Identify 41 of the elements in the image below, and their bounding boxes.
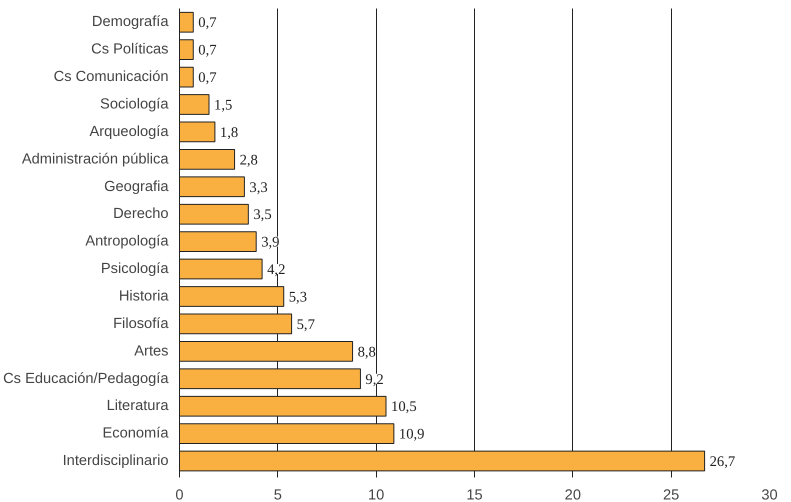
x-tick-label: 30 bbox=[761, 488, 778, 502]
data-label: 5,3 bbox=[288, 289, 308, 306]
y-tick-label: Antropología bbox=[85, 234, 170, 250]
data-label: 8,8 bbox=[358, 344, 376, 360]
y-tick-label: Cs Educación/Pedagogía bbox=[3, 370, 170, 387]
x-tick-label: 5 bbox=[274, 488, 282, 502]
data-label: 26,7 bbox=[710, 454, 736, 470]
y-tick-label: Historia bbox=[118, 288, 170, 304]
y-tick-label: Psicología bbox=[100, 261, 170, 278]
y-tick-label: Geografia bbox=[104, 178, 170, 195]
x-tick-label: 10 bbox=[368, 488, 384, 502]
y-tick-label: Sociología bbox=[100, 96, 170, 112]
data-label: 9,2 bbox=[365, 372, 384, 388]
data-label: 0,7 bbox=[198, 42, 217, 59]
y-tick-label: Derecho bbox=[113, 206, 169, 222]
y-tick-label: Administración pública bbox=[22, 151, 170, 168]
data-label: 3,3 bbox=[249, 180, 268, 196]
y-tick-label: Literatura bbox=[106, 398, 170, 414]
y-tick-label: Cs Políticas bbox=[91, 42, 168, 58]
x-tick-label: 15 bbox=[466, 488, 483, 502]
y-tick-label: Interdisciplinario bbox=[62, 453, 169, 470]
y-tick-label: Arqueología bbox=[89, 124, 170, 140]
data-label: 3,9 bbox=[261, 234, 280, 251]
y-tick-label: Artes bbox=[134, 343, 169, 360]
data-label: 4,2 bbox=[267, 262, 286, 278]
y-tick-label: Demografía bbox=[92, 14, 170, 30]
y-tick-label: Cs Comunicación bbox=[54, 69, 169, 86]
data-label: 10,9 bbox=[398, 426, 425, 443]
x-tick-label: 20 bbox=[564, 488, 581, 502]
data-label: 1,8 bbox=[220, 124, 238, 141]
x-tick-label: 25 bbox=[663, 488, 680, 502]
data-label: 0,7 bbox=[198, 15, 217, 32]
data-label: 1,5 bbox=[214, 97, 232, 114]
data-label: 2,8 bbox=[240, 152, 258, 168]
y-tick-label: Economía bbox=[102, 426, 170, 442]
y-tick-label: Filosofía bbox=[113, 316, 170, 332]
data-label: 0,7 bbox=[198, 70, 217, 86]
data-label: 3,5 bbox=[253, 207, 272, 224]
data-label: 5,7 bbox=[296, 316, 315, 333]
data-label: 10,5 bbox=[391, 399, 417, 416]
x-tick-label: 0 bbox=[175, 488, 184, 502]
